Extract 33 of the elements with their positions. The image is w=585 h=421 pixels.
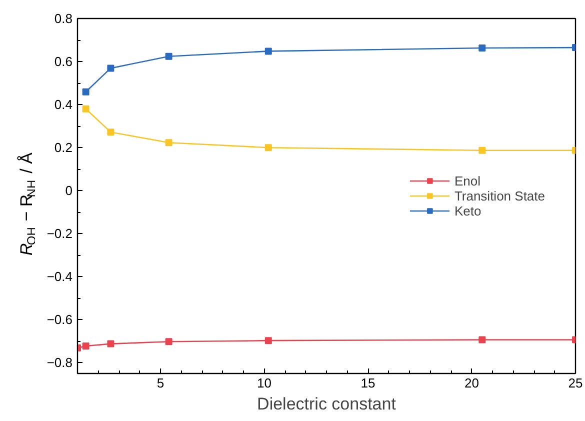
x-tick-label: 25 bbox=[568, 376, 583, 390]
x-tick-label: 15 bbox=[360, 376, 376, 390]
x-tick-label: 10 bbox=[257, 376, 272, 390]
y-tick-label: −0.2 bbox=[46, 226, 73, 242]
y-tick-label: −0.4 bbox=[46, 269, 73, 284]
point bbox=[82, 342, 90, 350]
y-tick-label: 0 bbox=[65, 183, 73, 198]
point bbox=[165, 139, 172, 146]
point bbox=[478, 146, 486, 154]
point bbox=[478, 336, 486, 344]
point bbox=[264, 48, 272, 55]
point bbox=[264, 337, 272, 344]
point bbox=[107, 128, 114, 136]
legend-label: Transition State bbox=[454, 188, 545, 203]
point bbox=[82, 88, 90, 96]
point bbox=[478, 44, 486, 52]
point bbox=[165, 338, 172, 346]
x-tick-label: 5 bbox=[156, 376, 164, 390]
point bbox=[107, 340, 114, 348]
y-tick-label: 0.4 bbox=[54, 97, 73, 112]
x-axis-title: Dielectric constant bbox=[257, 394, 396, 414]
point bbox=[107, 64, 114, 72]
y-tick-label: 0.6 bbox=[54, 54, 73, 70]
point bbox=[165, 52, 172, 60]
point bbox=[264, 144, 272, 152]
y-tick-label: 0.2 bbox=[54, 140, 73, 156]
legend-label: Enol bbox=[454, 173, 480, 188]
x-tick-label: 20 bbox=[464, 376, 479, 390]
y-tick-label: −0.8 bbox=[46, 355, 73, 370]
point bbox=[82, 105, 90, 112]
y-tick-label: 0.8 bbox=[54, 11, 73, 26]
legend-label: Keto bbox=[454, 203, 482, 218]
y-tick-label: −0.6 bbox=[46, 312, 73, 328]
